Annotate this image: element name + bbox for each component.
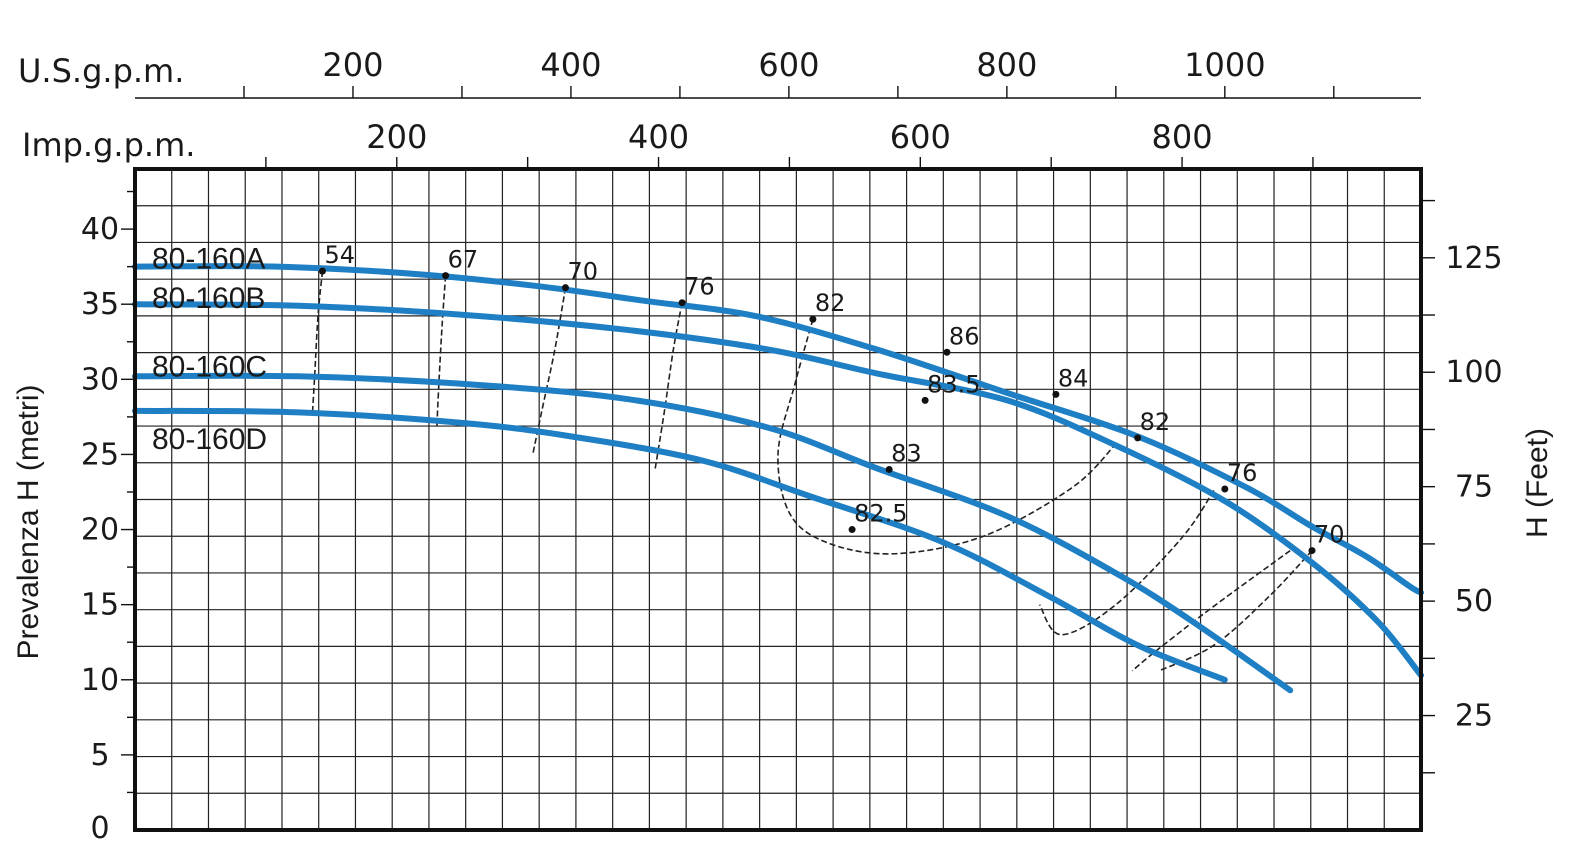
efficiency-label: 70	[1314, 521, 1345, 549]
top-axis-1-tick-label: 600	[758, 46, 819, 84]
top-axis-2-tick-label: 400	[628, 118, 689, 156]
efficiency-point	[442, 272, 450, 280]
efficiency-label: 84	[1058, 364, 1089, 392]
plot-frame	[133, 167, 1423, 832]
efficiency-point	[848, 526, 856, 534]
y-tick-label: 30	[81, 362, 119, 397]
y-tick-label: 40	[81, 212, 119, 247]
efficiency-label: 76	[684, 273, 715, 301]
efficiency-point	[1221, 485, 1229, 493]
y-right-tick-label: 100	[1445, 355, 1502, 390]
series-label-80-160d: 80-160D	[152, 423, 267, 456]
efficiency-label: 83.5	[927, 370, 980, 398]
efficiency-line	[311, 271, 324, 411]
series-label-80-160c: 80-160C	[152, 350, 267, 383]
efficiency-point	[1052, 390, 1060, 398]
top-axis-1-tick-label: 400	[540, 46, 601, 84]
efficiency-label: 83	[891, 439, 922, 467]
efficiency-label: 82.5	[854, 500, 907, 528]
top-axis-1-tick-label: 200	[322, 46, 383, 84]
top-axis-2-title: Imp.g.p.m.	[22, 126, 195, 164]
head-curve-80-160b	[132, 301, 1424, 679]
head-curve-80-160d	[132, 407, 1228, 683]
head-curve-80-160a	[132, 263, 1424, 596]
top-axis-2-tick-label: 800	[1152, 118, 1213, 156]
top-axis-1-title: U.S.g.p.m.	[18, 52, 184, 90]
series-label-80-160b: 80-160B	[152, 282, 265, 315]
efficiency-point	[921, 396, 929, 404]
efficiency-line	[532, 287, 567, 455]
efficiency-label: 70	[567, 258, 598, 286]
efficiency-point	[1134, 434, 1142, 442]
y-tick-label: 5	[90, 738, 109, 773]
y-tick-label: 10	[81, 663, 119, 698]
efficiency-point	[885, 465, 893, 473]
head-curve-80-160c	[132, 372, 1294, 694]
efficiency-label: 76	[1227, 459, 1258, 487]
y-right-tick-label: 50	[1455, 584, 1493, 619]
efficiency-label: 82	[815, 289, 846, 317]
axes-layer	[121, 86, 1435, 832]
y-right-axis-title: H (Feet)	[1521, 428, 1554, 538]
curve-layer	[132, 263, 1424, 694]
efficiency-line	[654, 302, 683, 472]
top-axis-1-tick-label: 800	[976, 46, 1037, 84]
efficiency-point	[318, 267, 326, 275]
efficiency-label: 54	[324, 241, 355, 269]
efficiency-line	[436, 275, 447, 426]
y-tick-label: 0	[90, 811, 109, 846]
efficiency-line	[1159, 550, 1313, 672]
series-label-80-160a: 80-160A	[152, 243, 265, 276]
grid	[135, 169, 1421, 830]
efficiency-point	[678, 299, 686, 307]
efficiency-point	[943, 348, 951, 356]
y-right-tick-label: 25	[1455, 699, 1493, 734]
efficiency-line	[1131, 549, 1291, 672]
y-tick-label: 35	[81, 287, 119, 322]
y-tick-label: 25	[81, 437, 119, 472]
y-tick-label: 20	[81, 513, 119, 548]
efficiency-line	[777, 318, 1117, 555]
efficiency-layer	[311, 271, 1313, 672]
top-axis-2-tick-label: 600	[890, 118, 951, 156]
efficiency-line	[1038, 490, 1215, 636]
y-right-tick-label: 125	[1445, 241, 1502, 276]
efficiency-point	[1308, 547, 1316, 555]
efficiency-label: 82	[1140, 408, 1171, 436]
labels-layer: 0 5 10 15 20 25 30 35 40 25 50 75 100 125 200 400 600 800…	[81, 46, 1503, 846]
efficiency-label: 86	[949, 322, 980, 350]
efficiency-label: 67	[448, 246, 479, 274]
efficiency-point	[809, 315, 817, 323]
top-axis-1-tick-label: 1000	[1184, 46, 1265, 84]
top-axis-2-tick-label: 200	[366, 118, 427, 156]
y-right-tick-label: 75	[1455, 470, 1493, 505]
y-tick-label: 15	[81, 588, 119, 623]
efficiency-point	[561, 284, 569, 292]
y-axis-title: Prevalenza H (metri)	[12, 384, 45, 659]
